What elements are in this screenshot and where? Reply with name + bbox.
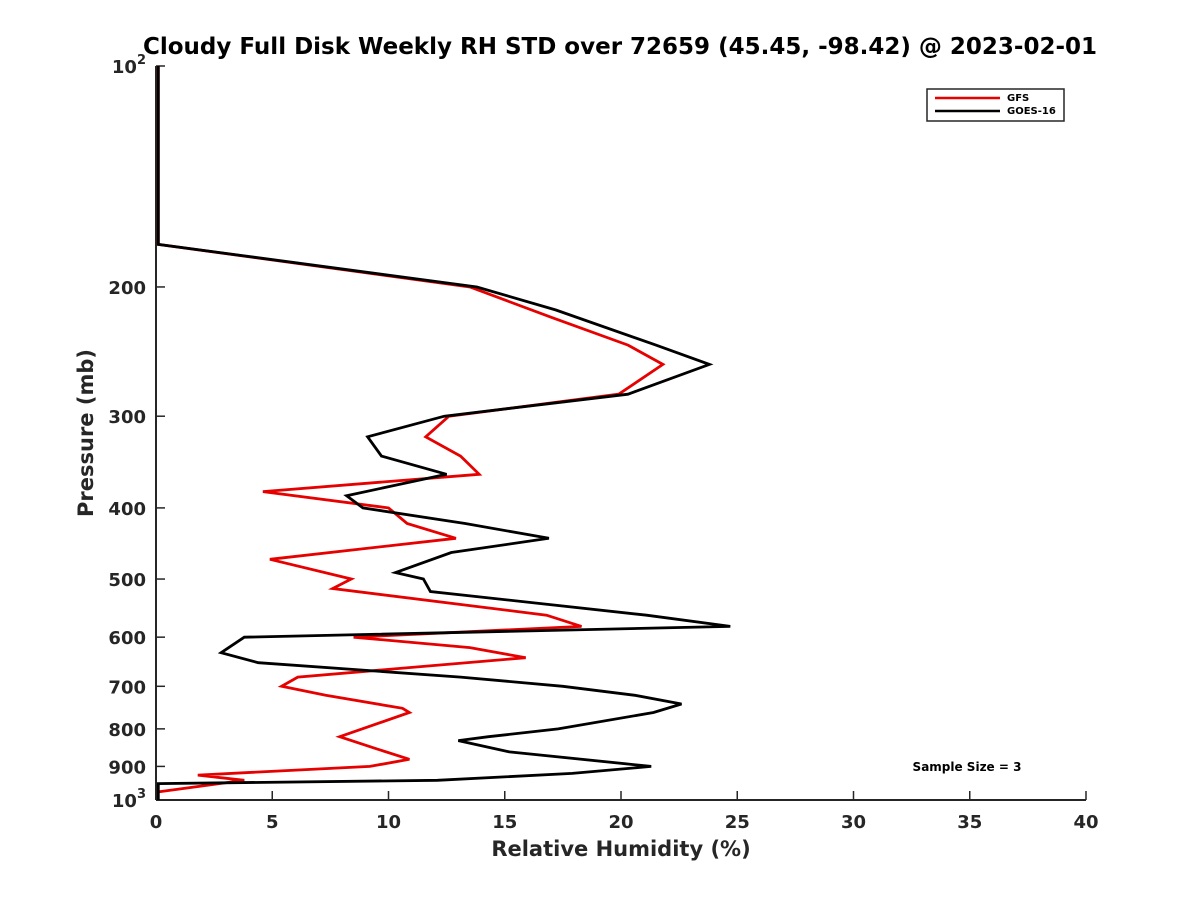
- y-tick-label-base: 10: [112, 57, 137, 78]
- x-tick-label: 5: [266, 812, 279, 833]
- legend-label-goes-16: GOES-16: [1007, 106, 1056, 117]
- y-tick-label: 400: [108, 499, 146, 520]
- x-ticks: 0 5 10 15 20 25 30 35 40: [150, 791, 1099, 833]
- legend: GFS GOES-16: [926, 88, 1065, 122]
- y-tick-label: 700: [108, 677, 146, 698]
- x-tick-label: 10: [376, 812, 401, 833]
- legend-box: [926, 88, 1065, 122]
- y-tick-label: 500: [108, 570, 146, 591]
- series-layer: [156, 66, 731, 800]
- y-tick-label-base: 10: [112, 791, 137, 812]
- legend-label-gfs: GFS: [1007, 93, 1029, 104]
- y-tick-label: 103: [112, 787, 146, 812]
- y-tick-label: 600: [108, 628, 146, 649]
- y-tick-label: 102: [112, 53, 146, 78]
- y-tick-label: 300: [108, 407, 146, 428]
- x-tick-label: 30: [841, 812, 866, 833]
- x-tick-label: 35: [957, 812, 982, 833]
- x-tick-label: 0: [150, 812, 163, 833]
- y-tick-label-exponent: 2: [137, 53, 146, 68]
- x-tick-label: 25: [725, 812, 750, 833]
- chart-title: Cloudy Full Disk Weekly RH STD over 7265…: [143, 34, 1097, 60]
- x-axis-label: Relative Humidity (%): [491, 837, 750, 861]
- series-line-goes-16: [156, 66, 731, 800]
- x-tick-label: 20: [608, 812, 633, 833]
- series-line-gfs: [156, 66, 666, 794]
- x-tick-label: 15: [492, 812, 517, 833]
- y-axis-label: Pressure (mb): [74, 349, 98, 517]
- sample-size-annotation: Sample Size = 3: [913, 760, 1022, 774]
- x-tick-label: 40: [1073, 812, 1098, 833]
- y-tick-label-exponent: 3: [137, 787, 146, 802]
- y-tick-label: 800: [108, 720, 146, 741]
- y-tick-label: 200: [108, 278, 146, 299]
- y-tick-label: 900: [108, 757, 146, 778]
